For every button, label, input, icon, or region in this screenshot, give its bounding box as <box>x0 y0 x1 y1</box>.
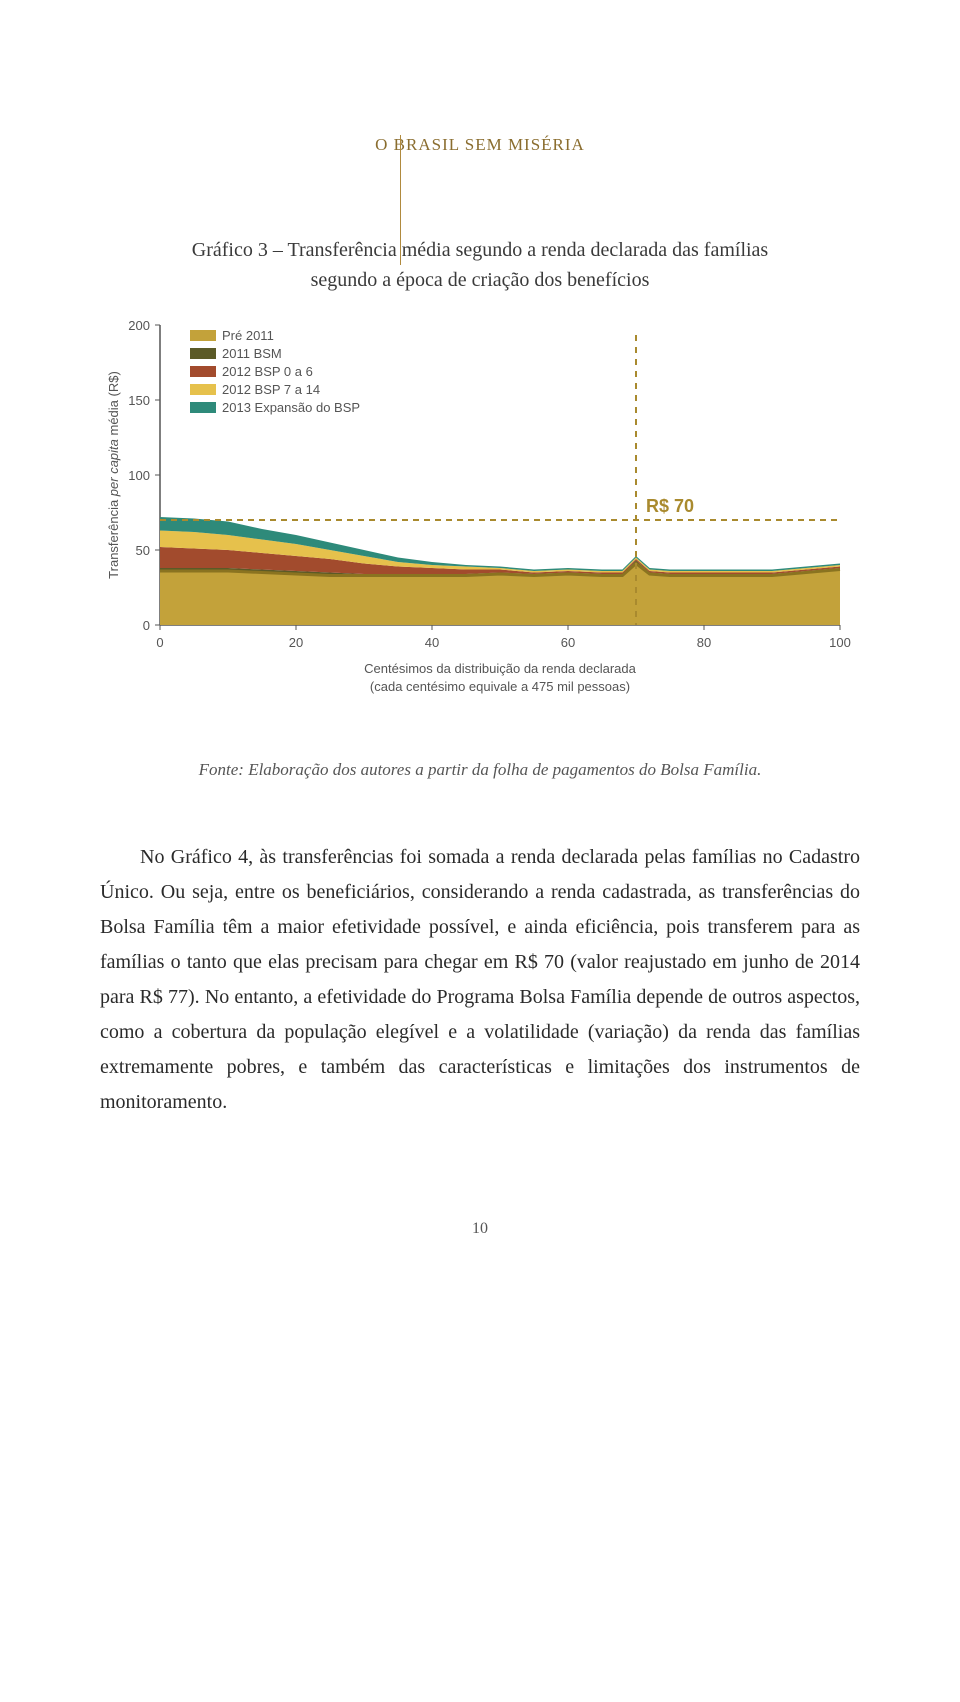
svg-text:80: 80 <box>697 635 711 650</box>
chart-svg: 050100150200Transferência per capita méd… <box>100 315 860 715</box>
svg-text:(cada centésimo equivale a 475: (cada centésimo equivale a 475 mil pesso… <box>370 679 630 694</box>
svg-text:Pré 2011: Pré 2011 <box>222 328 274 343</box>
svg-text:200: 200 <box>128 318 150 333</box>
svg-text:0: 0 <box>143 618 150 633</box>
body-paragraph: No Gráfico 4, às transferências foi soma… <box>100 840 860 1120</box>
svg-text:2013 Expansão do BSP: 2013 Expansão do BSP <box>222 400 360 415</box>
svg-text:0: 0 <box>156 635 163 650</box>
svg-text:Centésimos da distribuição da: Centésimos da distribuição da renda decl… <box>364 661 636 676</box>
chart-title-line2: segundo a época de criação dos benefício… <box>311 269 650 291</box>
svg-text:2012 BSP 7 a 14: 2012 BSP 7 a 14 <box>222 382 320 397</box>
svg-text:50: 50 <box>136 543 150 558</box>
chart-source: Fonte: Elaboração dos autores a partir d… <box>100 760 860 780</box>
svg-text:Transferência per capita média: Transferência per capita média (R$) <box>106 371 121 579</box>
chart-title-line1: Gráfico 3 – Transferência média segundo … <box>192 239 768 261</box>
chart-title: Gráfico 3 – Transferência média segundo … <box>100 235 860 295</box>
svg-text:20: 20 <box>289 635 303 650</box>
page-header: O BRASIL SEM MISÉRIA <box>100 135 860 155</box>
svg-text:R$ 70: R$ 70 <box>646 496 694 516</box>
svg-text:100: 100 <box>829 635 851 650</box>
svg-text:150: 150 <box>128 393 150 408</box>
chart-container: 050100150200Transferência per capita méd… <box>100 315 860 720</box>
svg-text:100: 100 <box>128 468 150 483</box>
svg-text:60: 60 <box>561 635 575 650</box>
svg-text:2012 BSP 0 a 6: 2012 BSP 0 a 6 <box>222 364 313 379</box>
page-number: 10 <box>100 1220 860 1238</box>
svg-text:40: 40 <box>425 635 439 650</box>
header-divider <box>400 135 401 265</box>
svg-text:2011 BSM: 2011 BSM <box>222 346 282 361</box>
